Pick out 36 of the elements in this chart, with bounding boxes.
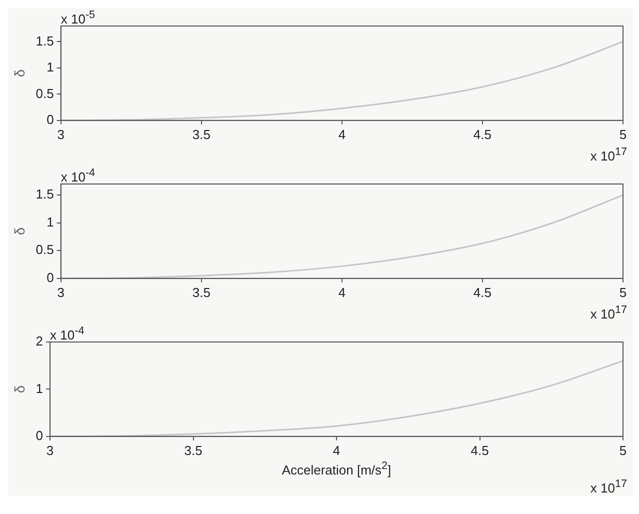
x-tick-label: 4.5 [473,284,492,300]
annotation: x 10$^{-4}$ [50,325,84,342]
text: x 10$^{17}$ [590,478,627,496]
y-tick-label: 1 [36,380,44,396]
annotation: x 10$^{-4}$ [60,167,96,184]
y-axis-title: δ [11,385,28,394]
x-tick-label: 3 [46,442,54,458]
x-tick-label: 3.5 [192,126,210,142]
y-axis-title: δ [11,69,28,78]
y-tick-label: 1 [46,214,54,230]
y-tick-label: 1 [46,60,54,75]
x-tick-label: 4.5 [473,126,492,142]
y-axis-title: δ [11,227,28,236]
y-tick-label: 0 [46,270,54,285]
x-tick-label: 5 [619,284,627,300]
y-tick-label: 1.5 [36,186,54,202]
text: x 10$^{17}$ [590,146,627,164]
x-tick-label: 4.5 [470,442,489,458]
x-tick-label: 3 [57,284,64,300]
y-tick-label: 0.5 [36,242,54,258]
annotation: x 10$^{-5}$ [60,9,96,26]
y-tick-label: 2 [36,334,44,349]
x-tick-label: 4 [338,126,346,142]
y-tick-label: 0 [46,112,54,127]
x-tick-label: 3.5 [184,442,202,458]
x-tick-label: 4 [338,284,346,300]
y-tick-label: 0 [36,428,44,443]
x-tick-label: 3.5 [192,284,210,300]
x-tick-label: 5 [619,442,627,458]
text: x 10$^{17}$ [590,304,627,322]
x-axis-title: Acceleration [m/s$^{2}$] [280,460,392,478]
y-tick-label: 1.5 [36,33,54,48]
x-tick-label: 4 [332,442,340,458]
x-tick-label: 3 [57,126,64,142]
x-tick-label: 5 [619,126,627,142]
y-tick-label: 0.5 [36,86,54,101]
